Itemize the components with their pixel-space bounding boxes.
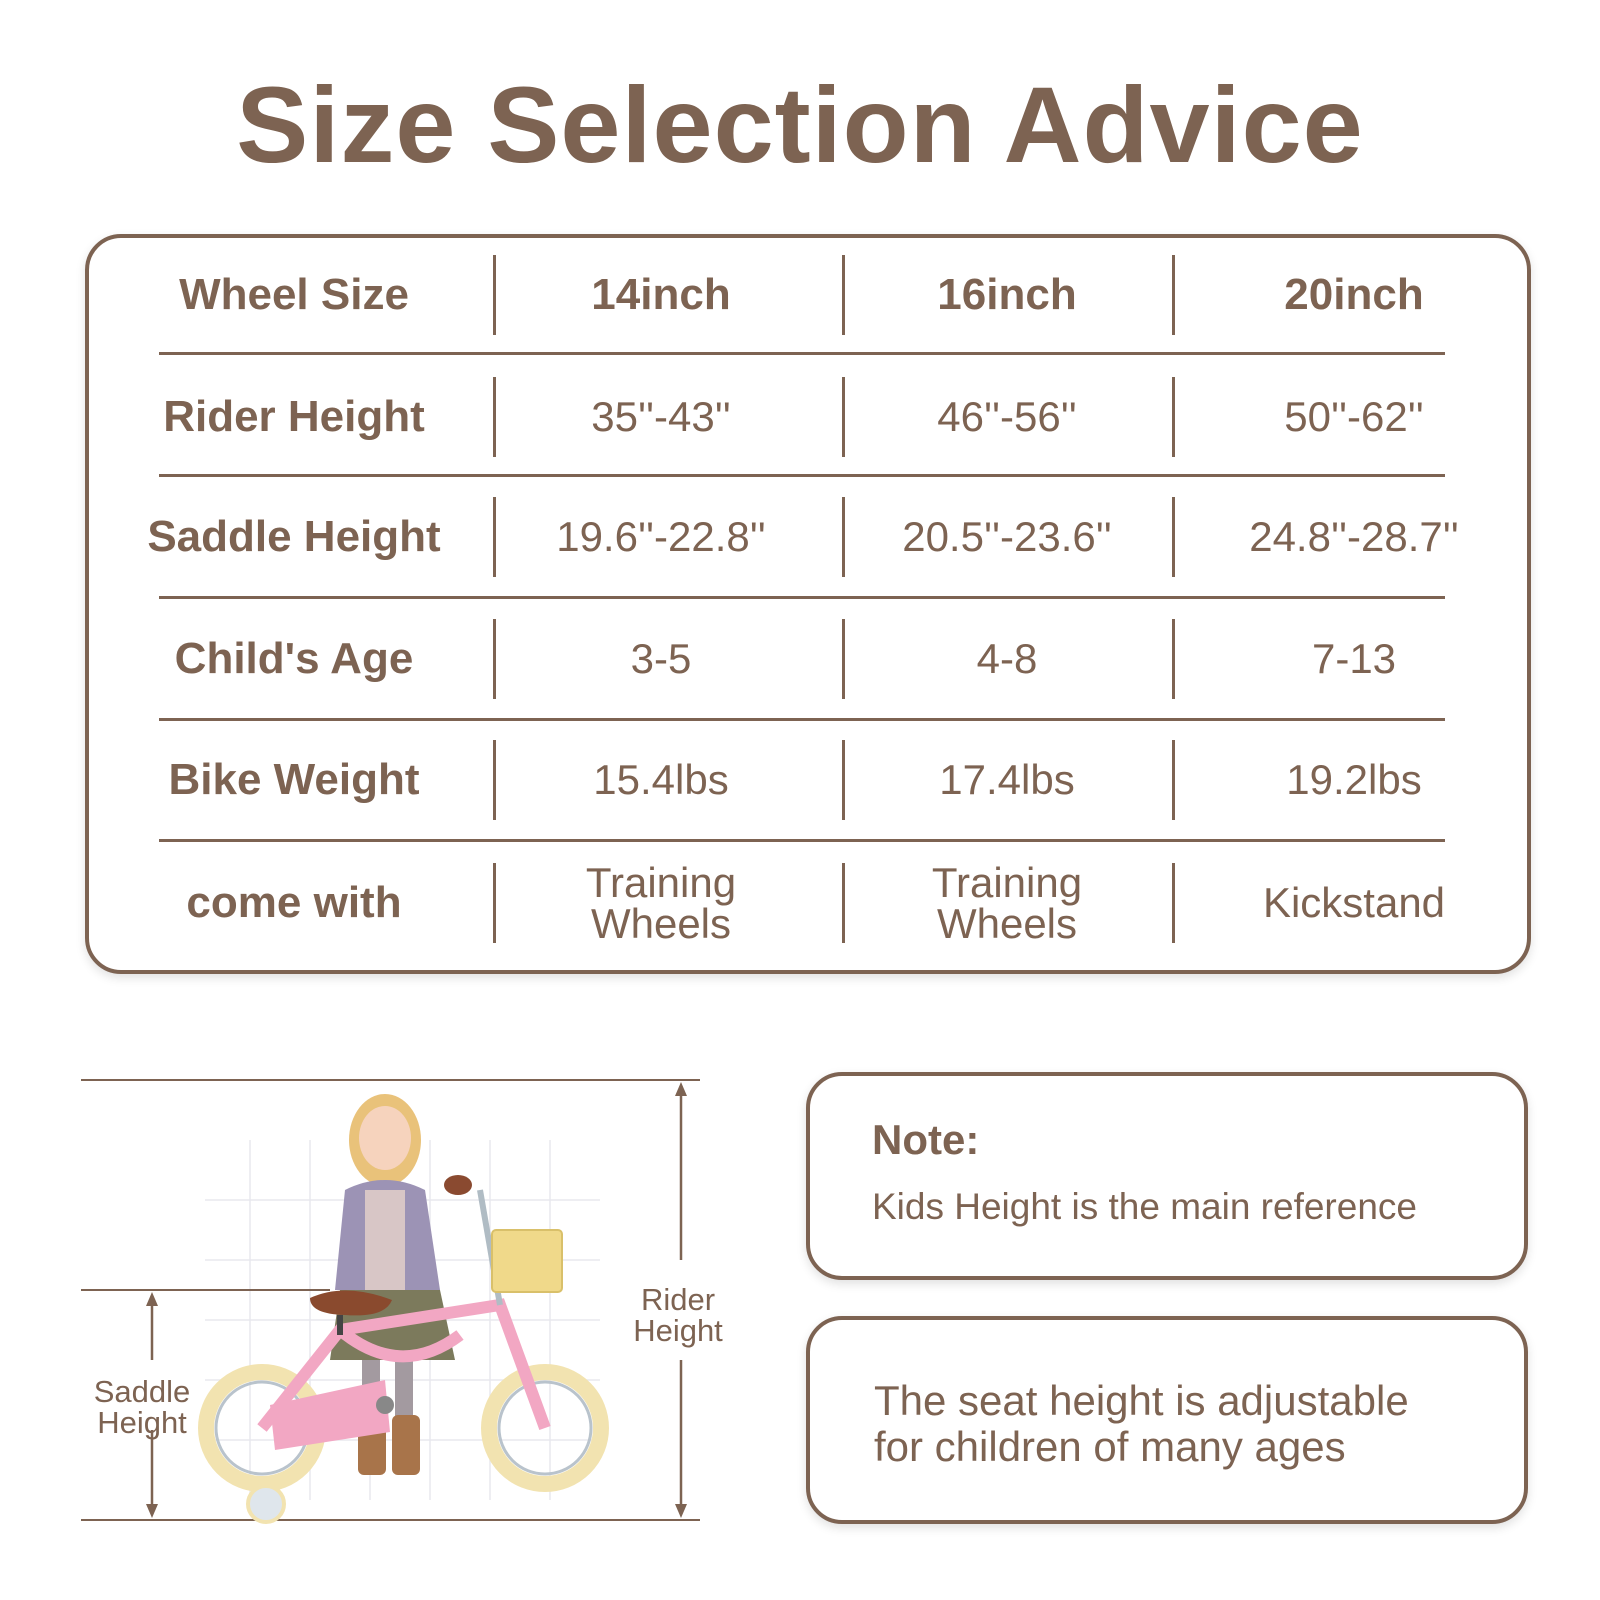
bike-illustration: Saddle Height Rider Height — [0, 1060, 760, 1560]
column-divider — [842, 740, 845, 820]
table-cell: 14inch — [591, 270, 731, 319]
column-divider — [493, 863, 496, 943]
saddle-height-label: Saddle Height — [93, 1374, 191, 1440]
table-cell: Kickstand — [1262, 879, 1446, 926]
column-divider — [493, 377, 496, 457]
column-divider — [842, 377, 845, 457]
column-divider — [842, 619, 845, 699]
table-cell: 16inch — [937, 270, 1077, 319]
page-title: Size Selection Advice — [236, 64, 1364, 185]
row-label: Bike Weight — [168, 755, 420, 804]
column-divider — [493, 619, 496, 699]
row-divider — [159, 718, 1445, 721]
column-divider — [493, 497, 496, 577]
column-divider — [1172, 377, 1175, 457]
row-label: Child's Age — [174, 634, 414, 683]
column-divider — [1172, 863, 1175, 943]
child-with-bike-image — [81, 1079, 700, 1524]
column-divider — [842, 863, 845, 943]
note-text: Kids Height is the main reference — [872, 1186, 1417, 1227]
table-cell: Training Wheels — [931, 859, 1083, 947]
column-divider — [842, 255, 845, 335]
size-table — [85, 234, 1531, 974]
table-cell: 46''-56'' — [937, 393, 1077, 440]
note-title: Note: — [872, 1116, 980, 1163]
row-label: come with — [186, 878, 402, 927]
table-cell: 4-8 — [976, 635, 1038, 682]
seat-height-note-box: The seat height is adjustable for childr… — [806, 1316, 1528, 1524]
column-divider — [1172, 255, 1175, 335]
seat-height-note-text: The seat height is adjustable for childr… — [874, 1377, 1409, 1470]
column-divider — [1172, 497, 1175, 577]
table-cell: 20inch — [1284, 270, 1424, 319]
rider-height-label: Rider Height — [633, 1282, 723, 1348]
row-divider — [159, 352, 1445, 355]
column-divider — [842, 497, 845, 577]
row-label: Rider Height — [163, 392, 425, 441]
table-cell: 17.4lbs — [939, 756, 1075, 803]
table-cell: 3-5 — [630, 635, 692, 682]
table-cell: 35''-43'' — [591, 393, 731, 440]
column-divider — [1172, 619, 1175, 699]
row-label: Wheel Size — [179, 270, 409, 319]
column-divider — [493, 255, 496, 335]
table-cell: 19.6''-22.8'' — [556, 513, 766, 560]
table-cell: 20.5''-23.6'' — [902, 513, 1112, 560]
table-cell: 7-13 — [1311, 635, 1397, 682]
row-divider — [159, 839, 1445, 842]
table-cell: 15.4lbs — [593, 756, 729, 803]
table-cell: 24.8''-28.7'' — [1249, 513, 1459, 560]
row-label: Saddle Height — [147, 512, 441, 561]
note-box: Note: Kids Height is the main reference — [806, 1072, 1528, 1280]
table-cell: Training Wheels — [585, 859, 737, 947]
row-divider — [159, 596, 1445, 599]
table-cell: 50''-62'' — [1284, 393, 1424, 440]
row-divider — [159, 474, 1445, 477]
column-divider — [493, 740, 496, 820]
table-cell: 19.2lbs — [1286, 756, 1422, 803]
column-divider — [1172, 740, 1175, 820]
